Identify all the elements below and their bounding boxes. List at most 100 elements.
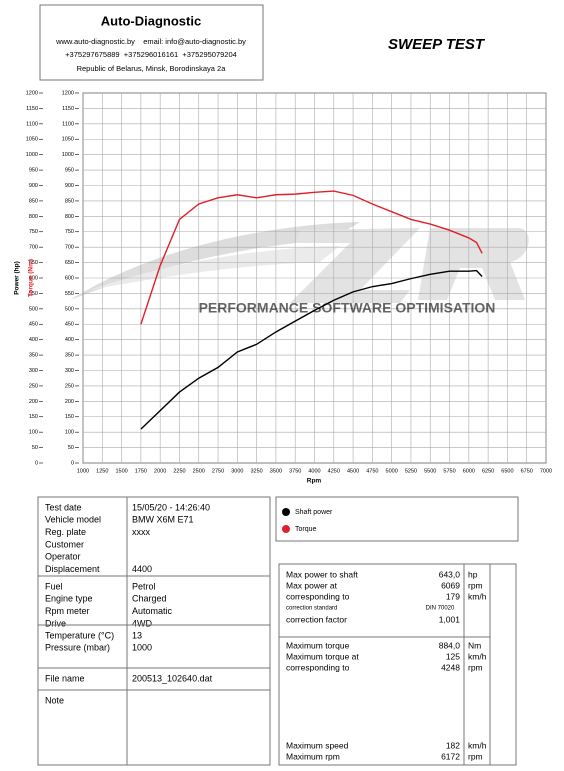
y2-tick-label: 350 xyxy=(65,353,74,359)
x-tick-label: 4750 xyxy=(366,468,378,474)
header-box xyxy=(39,4,264,81)
swoosh xyxy=(90,246,340,290)
info-box xyxy=(37,496,271,766)
info-label: Temperature (°C) xyxy=(45,630,114,640)
y-tick-label: 550 xyxy=(29,291,38,297)
result-unit: Nm xyxy=(468,640,481,650)
result-value: 182 xyxy=(446,740,460,750)
contact-line: +375297675889 +375296016161 +37529507920… xyxy=(65,50,237,59)
info-value: Charged xyxy=(132,594,167,604)
y2-tick-label: 850 xyxy=(65,198,74,204)
chart: 0501001502002503003504004505005506006507… xyxy=(26,90,552,474)
result-unit: rpm xyxy=(468,580,483,590)
info-value: BMW X6M E71 xyxy=(132,515,194,525)
y-tick-label: 1100 xyxy=(26,121,38,127)
result-value: 1,001 xyxy=(439,614,461,624)
info-label: Rpm meter xyxy=(45,606,90,616)
info-label: Engine type xyxy=(45,594,93,604)
x-tick-label: 5500 xyxy=(424,468,436,474)
x-tick-label: 3750 xyxy=(289,468,301,474)
y-tick-label: 50 xyxy=(32,445,38,451)
x-tick-label: 7000 xyxy=(540,468,552,474)
info-label: Note xyxy=(45,695,64,705)
y2-axis-title: Torque (Nm) xyxy=(28,259,35,297)
y-tick-label: 800 xyxy=(29,214,38,220)
x-tick-label: 6750 xyxy=(521,468,533,474)
y2-tick-label: 250 xyxy=(65,383,74,389)
y-tick-label: 1150 xyxy=(26,106,38,112)
y2-tick-label: 800 xyxy=(65,214,74,220)
x-tick-label: 3500 xyxy=(270,468,282,474)
legend-label: Shaft power xyxy=(295,509,333,516)
y2-tick-label: 1150 xyxy=(62,106,74,112)
result-label: corresponding to xyxy=(286,662,350,672)
info-value: Automatic xyxy=(132,606,173,616)
y-tick-label: 150 xyxy=(29,414,38,420)
y2-tick-label: 1050 xyxy=(62,137,74,143)
result-label: correction factor xyxy=(286,614,347,624)
result-value: 6172 xyxy=(441,751,460,761)
y2-tick-label: 100 xyxy=(65,430,74,436)
contact-line: Republic of Belarus, Minsk, Borodinskaya… xyxy=(77,64,227,73)
legend-swatch xyxy=(282,525,290,533)
x-tick-label: 6000 xyxy=(463,468,475,474)
x-tick-label: 2750 xyxy=(212,468,224,474)
x-tick-label: 5000 xyxy=(386,468,398,474)
x-tick-label: 3250 xyxy=(251,468,263,474)
result-unit: km/h xyxy=(468,740,487,750)
x-tick-label: 1250 xyxy=(96,468,108,474)
y-axis-title: Power (hp) xyxy=(14,261,21,295)
result-label: Max power at xyxy=(286,580,338,590)
y-tick-label: 700 xyxy=(29,245,38,251)
y-tick-label: 250 xyxy=(29,383,38,389)
x-tick-label: 2000 xyxy=(154,468,166,474)
result-value: 4248 xyxy=(441,662,460,672)
info-value: 13 xyxy=(132,630,142,640)
info-label: Displacement xyxy=(45,564,100,574)
logo-letter xyxy=(418,228,529,300)
y2-tick-label: 50 xyxy=(68,445,74,451)
watermark-logo xyxy=(70,222,529,303)
y-tick-label: 400 xyxy=(29,337,38,343)
y-tick-label: 750 xyxy=(29,229,38,235)
result-unit: km/h xyxy=(468,591,487,601)
info-label: Test date xyxy=(45,502,82,512)
y2-tick-label: 600 xyxy=(65,275,74,281)
result-value: 125 xyxy=(446,651,460,661)
y-tick-label: 900 xyxy=(29,183,38,189)
y-tick-label: 500 xyxy=(29,306,38,312)
y2-tick-label: 550 xyxy=(65,291,74,297)
y2-tick-label: 1200 xyxy=(62,90,74,96)
results-box xyxy=(278,563,517,766)
info-label: Customer xyxy=(45,539,84,549)
info-value: xxxx xyxy=(132,527,151,537)
result-value: 643,0 xyxy=(439,569,461,579)
info-value: 15/05/20 - 14:26:40 xyxy=(132,502,210,512)
y2-tick-label: 750 xyxy=(65,229,74,235)
info-value: Petrol xyxy=(132,581,156,591)
company-name: Auto-Diagnostic xyxy=(101,13,201,28)
y-tick-label: 650 xyxy=(29,260,38,266)
y2-tick-label: 450 xyxy=(65,322,74,328)
y2-tick-label: 950 xyxy=(65,168,74,174)
info-label: Drive xyxy=(45,618,66,628)
result-label: Max power to shaft xyxy=(286,569,358,579)
result-label: correction standard xyxy=(286,606,337,612)
y2-tick-label: 700 xyxy=(65,245,74,251)
result-unit: rpm xyxy=(468,662,483,672)
info-label: Operator xyxy=(45,552,81,562)
x-tick-label: 5250 xyxy=(405,468,417,474)
y-tick-label: 200 xyxy=(29,399,38,405)
result-label: Maximum torque at xyxy=(286,651,359,661)
result-label: corresponding to xyxy=(286,591,350,601)
results-table: Max power to shaft 643,0 hp Max power at 606… xyxy=(286,569,487,761)
y-tick-label: 300 xyxy=(29,368,38,374)
result-label: Maximum speed xyxy=(286,740,349,750)
y2-tick-label: 400 xyxy=(65,337,74,343)
y-tick-label: 1050 xyxy=(26,137,38,143)
x-tick-label: 4250 xyxy=(328,468,340,474)
swoosh xyxy=(70,222,360,300)
info-table: Test date 15/05/20 - 14:26:40 Vehicle mode… xyxy=(38,502,270,705)
